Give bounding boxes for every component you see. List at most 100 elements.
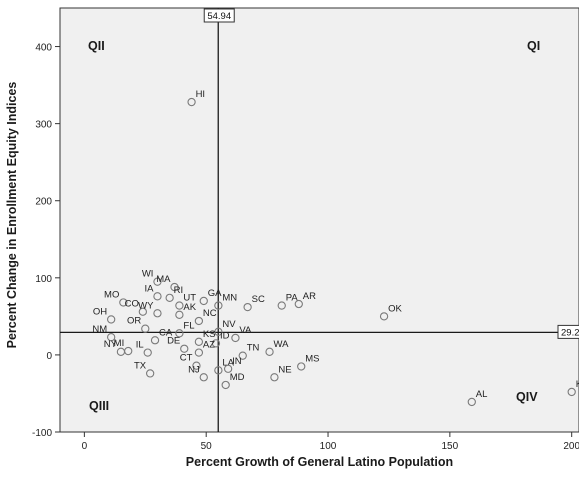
data-point-label: AK bbox=[183, 302, 196, 313]
x-tick-label: 100 bbox=[320, 441, 337, 452]
data-point bbox=[243, 302, 252, 312]
data-point-label: MI bbox=[114, 338, 125, 349]
data-point-label: MN bbox=[222, 293, 237, 304]
data-point bbox=[187, 97, 196, 107]
data-point-label: KS bbox=[203, 329, 216, 340]
data-point bbox=[180, 344, 189, 353]
data-point-label: NV bbox=[222, 319, 236, 330]
data-point bbox=[153, 309, 162, 318]
data-point bbox=[165, 293, 174, 303]
data-point bbox=[146, 369, 155, 378]
data-point bbox=[214, 366, 223, 375]
x-axis-label: Percent Growth of General Latino Populat… bbox=[185, 455, 454, 469]
data-point bbox=[567, 387, 576, 397]
data-point bbox=[194, 348, 204, 357]
data-point-label: FL bbox=[183, 320, 194, 331]
data-point-label: NM bbox=[92, 324, 107, 335]
data-point-label: RI bbox=[174, 285, 184, 296]
data-point bbox=[143, 348, 152, 357]
data-point-label: IL bbox=[136, 340, 144, 351]
x-tick-label: 0 bbox=[82, 441, 88, 452]
data-point-label: LA bbox=[222, 357, 234, 368]
data-point bbox=[153, 277, 162, 286]
y-axis-label-box: Percent Change in Enrollment Equity Indi… bbox=[1, 50, 23, 380]
data-point-label: VA bbox=[239, 325, 252, 336]
data-point bbox=[194, 316, 204, 326]
data-point bbox=[199, 296, 208, 306]
data-point bbox=[124, 346, 133, 356]
data-point-label: PA bbox=[286, 293, 299, 304]
data-point bbox=[192, 361, 201, 370]
data-point-label: CA bbox=[159, 327, 173, 338]
x-tick-label: 50 bbox=[201, 441, 213, 452]
data-point-label: KY bbox=[576, 379, 579, 390]
data-point-label: TN bbox=[247, 343, 260, 354]
data-point-label: MO bbox=[104, 289, 119, 300]
y-tick-label: 400 bbox=[35, 43, 52, 54]
data-point bbox=[194, 337, 204, 346]
data-point-label: GA bbox=[208, 288, 222, 299]
data-point bbox=[107, 333, 116, 342]
data-point bbox=[223, 364, 233, 373]
data-point bbox=[379, 312, 389, 321]
data-point bbox=[170, 282, 179, 292]
quadrant-label: QII bbox=[88, 39, 105, 53]
data-point bbox=[199, 373, 208, 382]
data-point bbox=[294, 299, 303, 309]
y-tick-label: 200 bbox=[35, 197, 52, 208]
data-point bbox=[297, 362, 306, 371]
y-axis-label: Percent Change in Enrollment Equity Indi… bbox=[5, 81, 19, 349]
data-point-label: AR bbox=[303, 291, 316, 302]
data-point-label: MD bbox=[230, 372, 245, 383]
data-point-label: MS bbox=[305, 353, 319, 364]
data-point-label: NJ bbox=[188, 364, 200, 375]
data-point bbox=[175, 329, 184, 338]
y-tick-label: 0 bbox=[46, 351, 52, 362]
data-point bbox=[138, 307, 147, 316]
data-point-label: UT bbox=[183, 293, 196, 304]
data-point-label: NY bbox=[104, 339, 118, 350]
data-point bbox=[141, 324, 150, 333]
data-point bbox=[175, 301, 184, 310]
quadrant-label: QIII bbox=[89, 399, 109, 413]
data-point bbox=[467, 397, 476, 407]
data-point-label: OK bbox=[388, 303, 402, 314]
data-point-label: IA bbox=[144, 283, 154, 294]
data-point-label: CO bbox=[125, 299, 139, 310]
data-point bbox=[175, 310, 184, 319]
data-point bbox=[150, 336, 160, 345]
data-point bbox=[211, 339, 221, 348]
data-point-label: SC bbox=[252, 294, 265, 305]
data-point bbox=[277, 301, 286, 310]
data-point-label: WA bbox=[274, 339, 290, 350]
data-point-label: MA bbox=[156, 274, 171, 285]
data-point-label: IN bbox=[232, 356, 242, 367]
data-point-label: TX bbox=[134, 360, 147, 371]
data-point-label: AL bbox=[476, 389, 488, 400]
data-point bbox=[270, 373, 279, 382]
data-point bbox=[107, 315, 116, 324]
data-point-label: CT bbox=[180, 353, 193, 364]
data-point-label: NE bbox=[278, 364, 291, 375]
data-point-label: OH bbox=[93, 306, 107, 317]
y-tick-label: 100 bbox=[35, 274, 52, 285]
data-point-label: HI bbox=[196, 89, 206, 100]
vertical-reference-label-box bbox=[203, 8, 235, 23]
plot-area bbox=[59, 7, 579, 433]
data-point bbox=[214, 327, 223, 336]
horizontal-reference-label-box bbox=[557, 324, 579, 339]
quadrant-label: QIV bbox=[516, 390, 538, 404]
data-point-label: NC bbox=[203, 308, 217, 319]
data-point-label: WI bbox=[142, 269, 154, 280]
quadrant-label: QI bbox=[527, 39, 540, 53]
x-tick-label: 150 bbox=[442, 441, 459, 452]
y-tick-label: 300 bbox=[35, 120, 52, 131]
y-tick-label: -100 bbox=[32, 428, 52, 439]
data-point bbox=[153, 292, 162, 301]
data-point bbox=[265, 347, 274, 356]
x-tick-label: 200 bbox=[563, 441, 579, 452]
data-point-label: AZ bbox=[203, 340, 215, 351]
data-point-label: WY bbox=[138, 300, 154, 311]
